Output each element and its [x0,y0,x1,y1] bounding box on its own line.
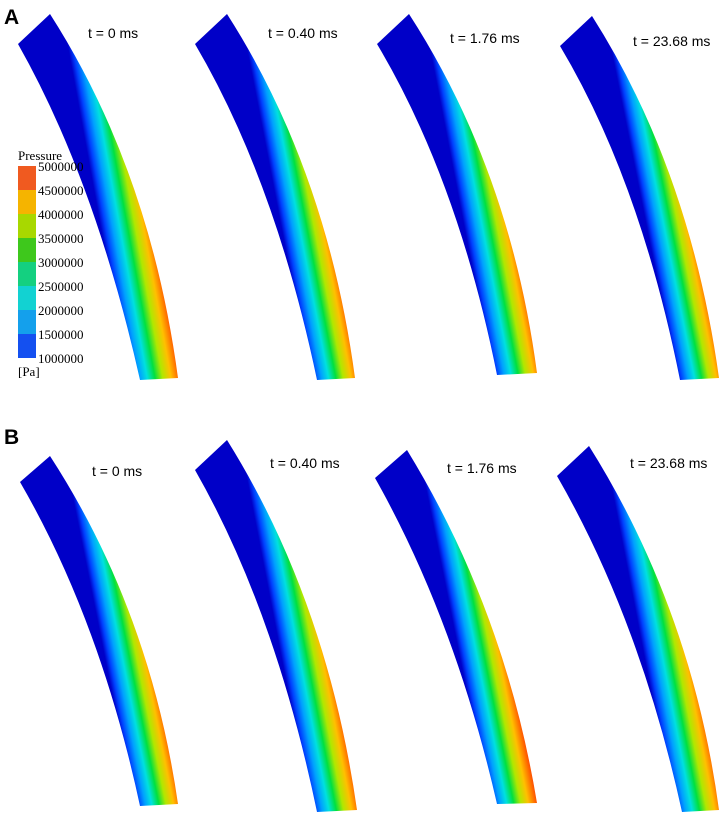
legend-tick-label: 3500000 [38,231,84,246]
legend-swatch [18,238,36,262]
legend-unit: [Pa] [18,364,40,379]
legend-swatch [18,262,36,286]
time-label-b-4: t = 23.68 ms [630,455,708,471]
legend-tick-label: 3000000 [38,255,84,270]
time-label-b-3: t = 1.76 ms [447,460,517,476]
legend-tick-label: 4000000 [38,207,84,222]
panel-label-a: A [4,6,20,29]
legend-tick-label: 4500000 [38,183,84,198]
pressure-field-shape [560,16,719,380]
legend-swatch [18,286,36,310]
pressure-field-shape [195,440,357,812]
time-label-b-2: t = 0.40 ms [270,455,340,471]
legend-tick-label: 2000000 [38,303,84,318]
pressure-field-shape [557,446,719,812]
legend-swatch [18,334,36,358]
legend-swatch [18,214,36,238]
time-label-a-2: t = 0.40 ms [268,25,338,41]
legend-tick-label: 5000000 [38,159,84,174]
pressure-legend: Pressure 5000000 4500000 4000000 3500000 300… [16,148,126,384]
panel-label-b: B [4,426,20,449]
legend-tick-label: 1500000 [38,327,84,342]
pressure-field-shape [375,450,537,804]
legend-tick-label: 1000000 [38,351,84,366]
time-label-a-1: t = 0 ms [88,25,139,41]
legend-swatch [18,190,36,214]
pressure-field-shape [18,14,178,380]
legend-swatch [18,166,36,190]
legend-swatch [18,310,36,334]
pressure-field-shape [195,14,355,380]
time-label-a-4: t = 23.68 ms [633,33,711,49]
legend-color-bar [18,166,36,358]
time-label-a-3: t = 1.76 ms [450,30,520,46]
legend-tick-label: 2500000 [38,279,84,294]
legend-title: Pressure [18,148,63,163]
time-label-b-1: t = 0 ms [92,463,143,479]
pressure-field-shape [20,456,178,806]
pressure-field-shape [377,14,537,375]
